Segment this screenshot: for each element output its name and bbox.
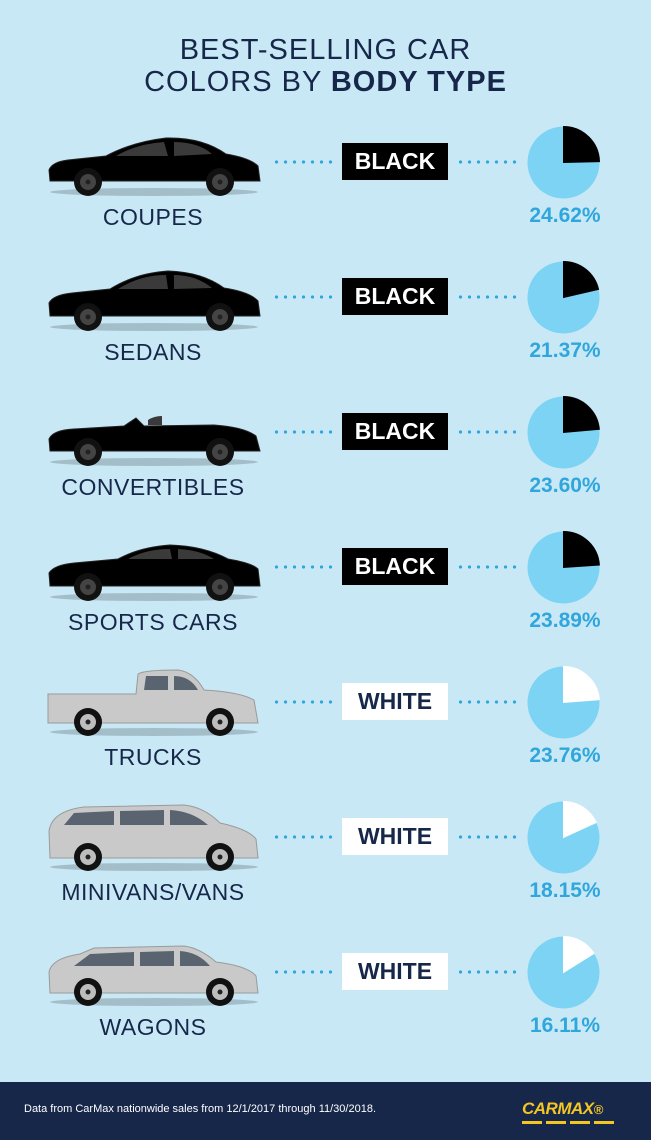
pie-slice (563, 936, 595, 974)
dotted-connector (272, 835, 336, 839)
page-title: BEST-SELLING CAR COLORS BY BODY TYPE (0, 34, 651, 98)
pie-slice (563, 666, 600, 704)
pie-slice (563, 126, 600, 164)
percent-label: 23.89% (529, 609, 601, 632)
dotted-connector (272, 430, 336, 434)
title-line-2-prefix: COLORS BY (144, 66, 331, 98)
body-type-label: SEDANS (104, 339, 202, 365)
chart-row: SPORTS CARS BLACK 23.89% (0, 531, 651, 666)
dotted-connector (456, 295, 520, 299)
footer: Data from CarMax nationwide sales from 1… (0, 1082, 651, 1140)
color-badge: BLACK (342, 413, 448, 450)
dotted-connector (272, 160, 336, 164)
dotted-connector (272, 295, 336, 299)
footer-note: Data from CarMax nationwide sales from 1… (24, 1103, 376, 1115)
carmax-logo: CARMAX® (522, 1099, 628, 1125)
pie-slice (563, 261, 600, 299)
body-type-label: MINIVANS/VANS (61, 879, 245, 905)
dotted-connector (272, 565, 336, 569)
convertible-icon (48, 416, 261, 466)
percent-label: 23.60% (529, 474, 601, 497)
percent-label: 16.11% (529, 1014, 601, 1037)
coupe-icon (48, 137, 261, 196)
sports-car-icon (48, 544, 261, 601)
dotted-connector (456, 430, 520, 434)
dotted-connector (456, 970, 520, 974)
pie-chart (527, 531, 600, 604)
dotted-connector (456, 160, 520, 164)
body-type-label: WAGONS (99, 1014, 207, 1040)
dotted-connector (272, 970, 336, 974)
color-badge: WHITE (342, 818, 448, 855)
wagon-icon (48, 945, 259, 1006)
body-type-label: TRUCKS (104, 744, 202, 770)
logo-mark: ® (593, 1102, 604, 1117)
percent-label: 18.15% (529, 879, 601, 902)
dotted-connector (456, 700, 520, 704)
title-line-2-bold: BODY TYPE (330, 66, 507, 98)
body-type-label: CONVERTIBLES (61, 474, 245, 500)
dotted-connector (456, 835, 520, 839)
title-line-1: BEST-SELLING CAR (179, 34, 472, 66)
chart-row: SEDANS BLACK 21.37% (0, 261, 651, 396)
logo-stripe (522, 1121, 628, 1124)
pie-slice (563, 801, 597, 839)
pie-chart (527, 936, 600, 1009)
logo-main: CARMAX (522, 1099, 594, 1118)
pie-chart (527, 126, 600, 199)
color-badge: BLACK (342, 143, 448, 180)
pie-chart (527, 801, 600, 874)
pie-chart (527, 261, 600, 334)
percent-label: 23.76% (529, 744, 601, 767)
color-badge: BLACK (342, 548, 448, 585)
title-line-2: COLORS BY BODY TYPE (0, 66, 651, 98)
color-badge: WHITE (342, 953, 448, 990)
truck-icon (47, 669, 259, 736)
percent-label: 21.37% (529, 339, 601, 362)
dotted-connector (456, 565, 520, 569)
pie-slice (563, 396, 600, 434)
minivan-icon (48, 804, 259, 871)
logo-text: CARMAX® (522, 1099, 628, 1119)
chart-row: CONVERTIBLES BLACK 23.60% (0, 396, 651, 531)
color-badge: BLACK (342, 278, 448, 315)
pie-chart (527, 666, 600, 739)
body-type-label: SPORTS CARS (68, 609, 238, 635)
pie-chart (527, 396, 600, 469)
chart-row: COUPES BLACK 24.62% (0, 126, 651, 261)
percent-label: 24.62% (529, 204, 601, 227)
body-type-label: COUPES (102, 204, 204, 230)
sedan-icon (48, 270, 261, 331)
chart-row: MINIVANS/VANS WHITE 18.15% (0, 801, 651, 936)
chart-row: TRUCKS WHITE 23.76% (0, 666, 651, 801)
chart-row: WAGONS WHITE 16.11% (0, 936, 651, 1071)
pie-slice (563, 531, 600, 569)
color-badge: WHITE (342, 683, 448, 720)
dotted-connector (272, 700, 336, 704)
